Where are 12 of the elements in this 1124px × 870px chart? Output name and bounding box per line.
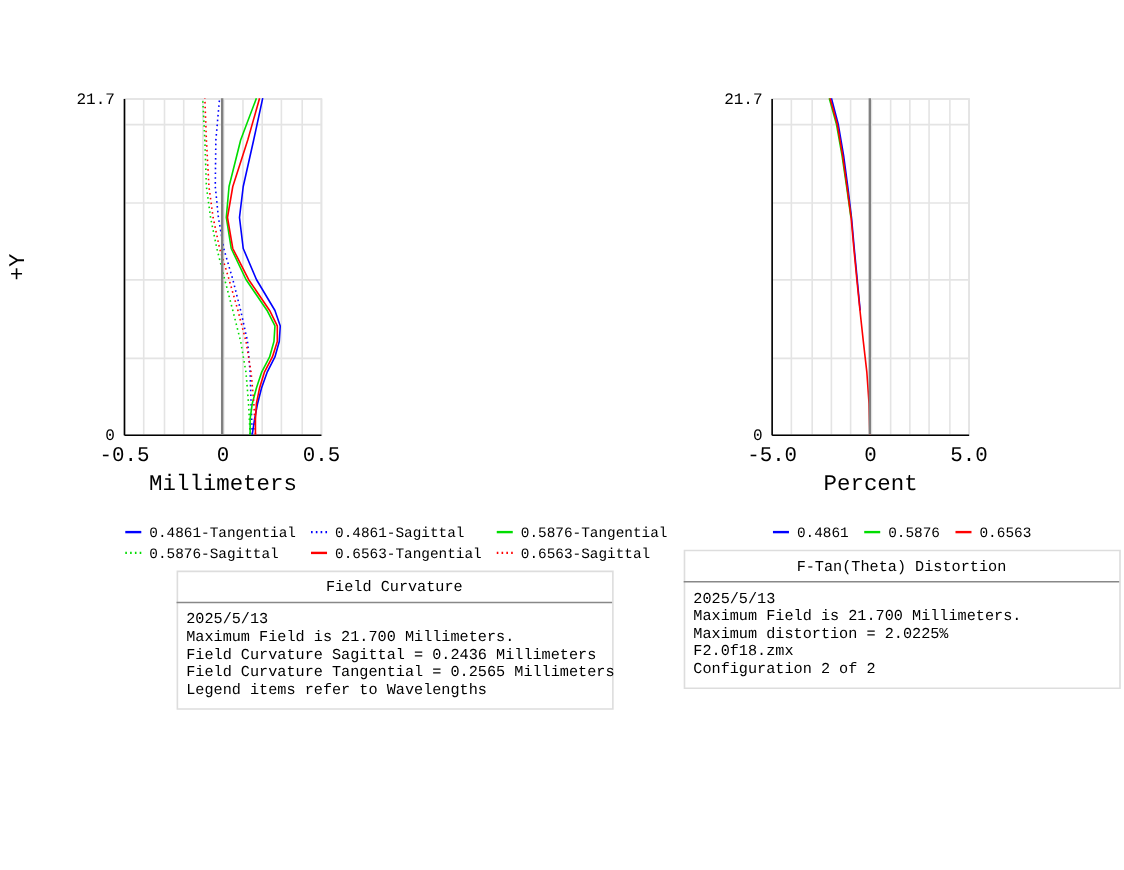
- x-axis-title: Millimeters: [149, 471, 297, 498]
- y-tick-label: 21.7: [76, 91, 116, 110]
- y-tick-label: 21.7: [724, 91, 763, 110]
- x-tick-label: 0: [216, 444, 230, 469]
- x-tick-label: 0: [864, 444, 877, 469]
- line-series: [828, 97, 852, 219]
- x-tick-label: 5.0: [950, 444, 988, 469]
- y-axis-title: +Y: [7, 253, 32, 281]
- x-tick-label: 0.5: [302, 444, 341, 469]
- x-axis-title: Percent: [823, 473, 918, 498]
- x-tick-label: -0.5: [99, 444, 150, 469]
- x-tick-label: -5.0: [747, 444, 798, 469]
